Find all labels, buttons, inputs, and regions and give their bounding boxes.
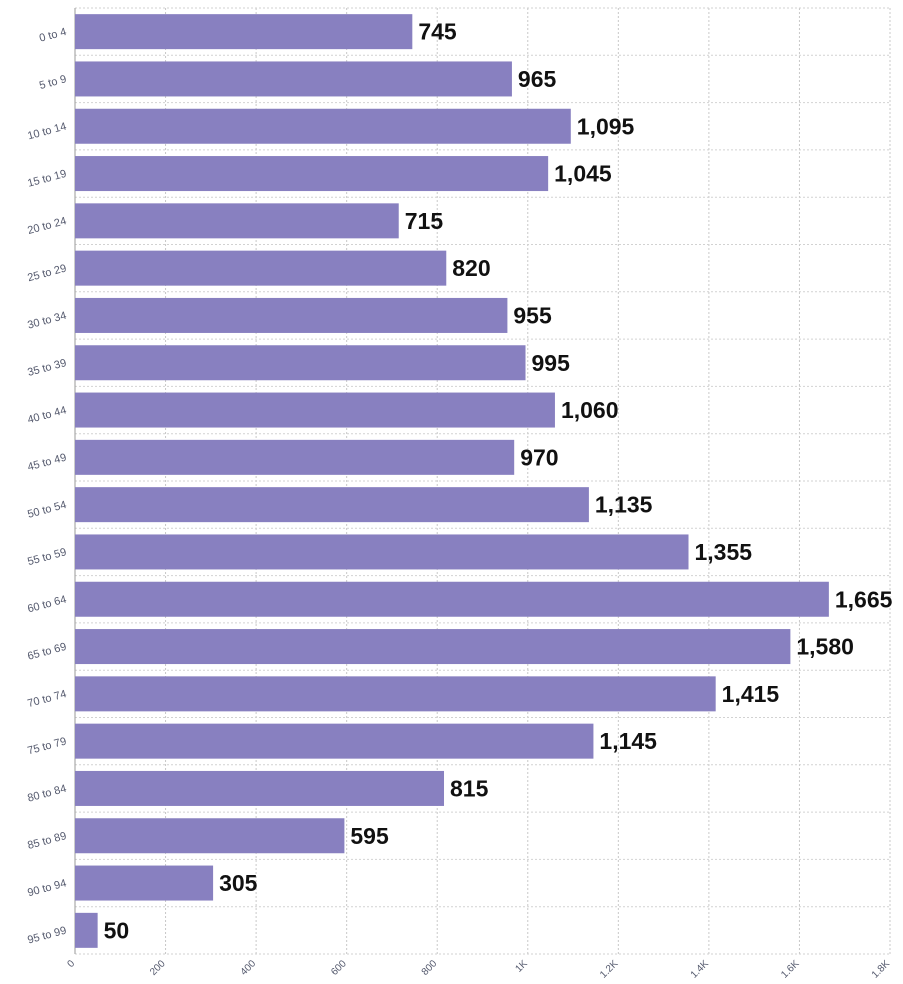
bar: [75, 250, 447, 286]
bar-value-label: 1,665: [835, 586, 893, 612]
category-label: 75 to 79: [26, 735, 68, 757]
bar: [75, 723, 594, 759]
category-label: 15 to 19: [26, 168, 68, 190]
bar: [75, 156, 549, 192]
x-tick-label: 1.2K: [598, 958, 621, 981]
bar-value-label: 50: [104, 917, 130, 943]
category-labels: 0 to 4 5 to 9 10 to 14 15 to 19 20 to 24 25 t…: [26, 26, 68, 947]
bar-value-label: 1,135: [595, 492, 653, 518]
category-label: 60 to 64: [26, 594, 68, 616]
bar-value-label: 1,045: [554, 161, 612, 187]
bar: [75, 865, 214, 901]
category-label: 85 to 89: [26, 830, 68, 852]
bar-value-label: 745: [418, 19, 457, 45]
category-label: 95 to 99: [26, 925, 68, 947]
bar-value-label: 820: [452, 255, 490, 281]
category-label: 40 to 44: [26, 404, 68, 426]
category-label: 45 to 49: [26, 452, 68, 474]
category-label: 30 to 34: [26, 310, 68, 332]
x-tick-label: 600: [329, 958, 349, 978]
bar: [75, 534, 689, 570]
category-label: 90 to 94: [26, 877, 68, 899]
bar-value-label: 1,415: [722, 681, 780, 707]
x-tick-labels: 0 200 400 600 800 1K 1.2K 1.4K 1.6K 1.8K: [65, 958, 892, 981]
x-tick-label: 0: [65, 958, 77, 970]
bar: [75, 770, 445, 806]
bar: [75, 297, 508, 333]
category-label: 35 to 39: [26, 357, 68, 379]
x-tick-label: 200: [148, 958, 168, 978]
bar-value-label: 970: [520, 444, 558, 470]
x-tick-label: 400: [239, 958, 259, 978]
category-label: 5 to 9: [38, 73, 68, 92]
bar-value-label: 1,580: [796, 634, 854, 660]
category-label: 0 to 4: [38, 26, 68, 45]
bar: [75, 108, 571, 144]
x-tick-label: 800: [420, 958, 440, 978]
bar-value-label: 1,355: [695, 539, 753, 565]
category-label: 55 to 59: [26, 546, 68, 568]
grid-lines: [74, 7, 891, 955]
bar: [75, 581, 829, 617]
bar: [75, 629, 791, 665]
bar-value-label: 305: [219, 870, 258, 896]
bar: [75, 912, 98, 948]
x-tick-label: 1.4K: [689, 958, 712, 981]
bar-value-label: 715: [405, 208, 444, 234]
bar: [75, 439, 515, 475]
bar-value-label: 1,095: [577, 113, 635, 139]
bar: [75, 203, 399, 239]
category-label: 80 to 84: [26, 783, 68, 805]
bar-value-label: 815: [450, 775, 489, 801]
category-label: 20 to 24: [26, 215, 68, 237]
bar: [75, 487, 589, 523]
bar-value-label: 955: [513, 302, 552, 328]
bar: [75, 392, 555, 428]
x-tick-label: 1.6K: [779, 958, 802, 981]
category-label: 25 to 29: [26, 262, 68, 284]
bar-value-label: 1,060: [561, 397, 619, 423]
bar: [75, 676, 716, 712]
bar-value-label: 995: [532, 350, 571, 376]
x-tick-label: 1.8K: [870, 958, 893, 981]
category-label: 70 to 74: [26, 688, 68, 710]
bar-value-label: 595: [350, 823, 389, 849]
bar-value-label: 965: [518, 66, 557, 92]
bar: [75, 818, 345, 854]
category-label: 50 to 54: [26, 499, 68, 521]
bar: [75, 345, 526, 381]
bar: [75, 14, 413, 50]
bar: [75, 61, 512, 97]
bars: [75, 14, 829, 948]
category-label: 65 to 69: [26, 641, 68, 663]
category-label: 10 to 14: [26, 121, 68, 143]
x-tick-label: 1K: [513, 958, 530, 975]
bar-value-label: 1,145: [599, 728, 657, 754]
